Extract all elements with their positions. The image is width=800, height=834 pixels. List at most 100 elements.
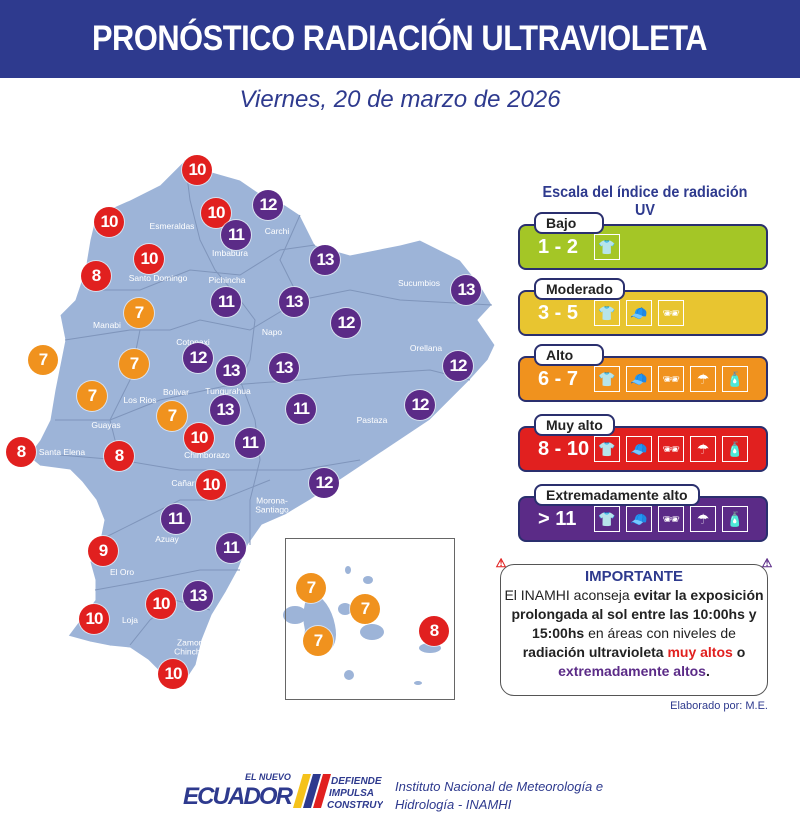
header-banner: PRONÓSTICO RADIACIÓN ULTRAVIOLETA	[0, 0, 800, 78]
sunscreen-icon: 🧴	[722, 436, 748, 462]
uv-marker: 10	[158, 659, 188, 689]
ecuador-logo: EL NUEVO ECUADOR DEFIENDE IMPULSA CONSTR…	[183, 772, 383, 811]
warning-icon: ⚠	[495, 556, 507, 570]
sunglasses-icon: 🕶	[658, 366, 684, 392]
level-range: > 11	[538, 507, 577, 530]
uv-marker: 11	[211, 287, 241, 317]
uv-marker: 10	[79, 604, 109, 634]
level-name: Extremadamente alto	[534, 484, 700, 506]
forecast-date: Viernes, 20 de marzo de 2026	[239, 86, 561, 113]
province-label: Zamora-Chinchipe	[174, 637, 212, 656]
uv-level-2: Alto 6 - 7 👕 🧢 🕶 ☂ 🧴	[518, 344, 768, 402]
uv-marker: 7	[124, 298, 154, 328]
svg-text:CONSTRUYE: CONSTRUYE	[327, 800, 383, 811]
province-label: Sucumbios	[397, 277, 441, 288]
warning-icon: ⚠	[761, 556, 773, 570]
uv-level-4: Extremadamente alto > 11 👕 🧢 🕶 ☂ 🧴	[518, 484, 768, 542]
shirt-icon: 👕	[594, 506, 620, 532]
shirt-icon: 👕	[594, 436, 620, 462]
important-title: IMPORTANTE	[584, 568, 684, 585]
level-range: 6 - 7	[538, 367, 579, 390]
province-label: Pastaza	[356, 414, 388, 425]
province-label: Pichincha	[208, 274, 246, 285]
uv-marker: 12	[443, 351, 473, 381]
province-label: Esmeraldas	[149, 220, 195, 231]
umbrella-icon: ☂	[690, 366, 716, 392]
uv-marker: 12	[253, 190, 283, 220]
province-label: Orellana	[409, 342, 443, 353]
province-label: Loja	[121, 614, 139, 625]
level-range: 8 - 10	[538, 437, 590, 460]
uv-marker: 12	[309, 468, 339, 498]
level-name: Alto	[534, 344, 604, 366]
important-notice: ⚠ ⚠ IMPORTANTE El INAMHI aconseja evitar…	[496, 556, 772, 696]
legend-title: Escala del índice de radiación UV	[542, 184, 748, 219]
uv-marker: 10	[146, 589, 176, 619]
uv-marker: 8	[81, 261, 111, 291]
galapagos-inset	[285, 538, 455, 700]
uv-marker: 13	[269, 353, 299, 383]
svg-text:DEFIENDE: DEFIENDE	[331, 776, 382, 787]
important-text: El INAMHI aconseja evitar la exposición …	[504, 587, 764, 679]
sunglasses-icon: 🕶	[658, 436, 684, 462]
umbrella-icon: ☂	[690, 506, 716, 532]
level-range: 3 - 5	[538, 301, 579, 324]
uv-marker: 7	[119, 349, 149, 379]
uv-marker: 8	[6, 437, 36, 467]
uv-level-1: Moderado 3 - 5 👕 🧢 🕶	[518, 278, 768, 336]
uv-marker: 11	[216, 533, 246, 563]
province-label: El Oro	[109, 566, 135, 577]
uv-marker: 7	[77, 381, 107, 411]
uv-marker: 7	[28, 345, 58, 375]
credit: Elaborado por: M.E.	[670, 700, 768, 712]
level-name: Moderado	[534, 278, 625, 300]
institute-name: Instituto Nacional de Meteorología e Hidr…	[395, 779, 604, 812]
svg-text:ECUADOR: ECUADOR	[183, 783, 294, 810]
sunglasses-icon: 🕶	[658, 300, 684, 326]
province-label: Chimborazo	[184, 449, 230, 460]
sunglasses-icon: 🕶	[658, 506, 684, 532]
cap-icon: 🧢	[626, 506, 652, 532]
level-name: Muy alto	[534, 414, 615, 436]
uv-marker: 7	[350, 594, 380, 624]
uv-marker: 11	[286, 394, 316, 424]
uv-marker: 13	[451, 275, 481, 305]
province-label: Napo	[261, 326, 283, 337]
cap-icon: 🧢	[626, 436, 652, 462]
cap-icon: 🧢	[626, 300, 652, 326]
uv-marker: 10	[94, 207, 124, 237]
province-label: Bolivar	[163, 386, 189, 397]
province-label: Tungurahua	[205, 385, 251, 396]
shirt-icon: 👕	[594, 300, 620, 326]
uv-marker: 13	[279, 287, 309, 317]
uv-marker: 13	[310, 245, 340, 275]
province-label: Imbabura	[212, 247, 248, 258]
province-label: Los Rios	[123, 394, 157, 405]
level-name: Bajo	[534, 212, 604, 234]
svg-text:EL NUEVO: EL NUEVO	[245, 772, 291, 782]
umbrella-icon: ☂	[690, 436, 716, 462]
province-label: Cañar	[171, 477, 195, 488]
svg-text:IMPULSA: IMPULSA	[329, 788, 374, 799]
uv-marker: 7	[157, 401, 187, 431]
uv-marker: 9	[88, 536, 118, 566]
sunscreen-icon: 🧴	[722, 506, 748, 532]
uv-marker: 11	[235, 428, 265, 458]
uv-marker: 7	[296, 573, 326, 603]
uv-marker: 8	[104, 441, 134, 471]
shirt-icon: 👕	[594, 234, 620, 260]
page-title: PRONÓSTICO RADIACIÓN ULTRAVIOLETA	[92, 19, 708, 58]
uv-marker: 11	[161, 504, 191, 534]
uv-marker: 10	[182, 155, 212, 185]
uv-marker: 13	[216, 356, 246, 386]
province-label: Azuay	[155, 533, 179, 544]
uv-level-3: Muy alto 8 - 10 👕 🧢 🕶 ☂ 🧴	[518, 414, 768, 472]
province-label: Santa Elena	[38, 446, 86, 457]
uv-marker: 10	[134, 244, 164, 274]
uv-marker: 7	[303, 626, 333, 656]
uv-marker: 8	[419, 616, 449, 646]
sunscreen-icon: 🧴	[722, 366, 748, 392]
province-label: Morona-Santiago	[255, 495, 289, 514]
uv-level-0: Bajo 1 - 2 👕	[518, 212, 768, 270]
uv-marker: 11	[221, 220, 251, 250]
